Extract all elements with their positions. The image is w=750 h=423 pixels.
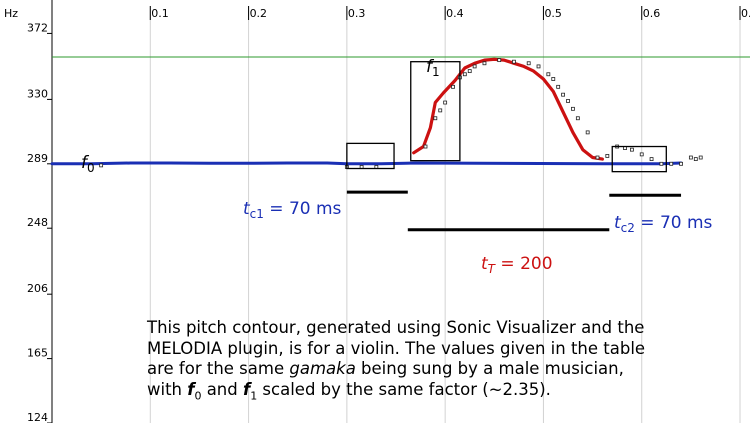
pitch-point [512,59,516,64]
annotation-tT-value: = 200 [495,254,553,274]
y-tick-label: 248 [27,216,48,229]
pitch-point [679,161,683,166]
y-tick-label: 206 [27,282,48,295]
annotation-f1-base: f [426,57,435,77]
pitch-point [433,116,438,121]
annotation-tc1-base: t [243,199,251,219]
annotation-f1-sub: 1 [432,65,440,79]
pitch-point [99,163,104,168]
pitch-point [659,161,664,166]
pitch-point [595,155,600,160]
caption-line-4-d: and [201,379,243,399]
pitch-point [451,84,455,89]
pitch-point [526,61,531,66]
pitch-point [575,116,580,121]
annotation-tc2: tc2 = 70 ms [614,213,713,235]
pitch-point [546,72,551,77]
pitch-point [423,144,428,149]
annotation-box [611,145,667,173]
caption-line-4-e: f [243,379,251,399]
caption-line-4-g: scaled by the same factor (~2.35). [257,379,551,399]
pitch-point [669,161,674,166]
annotation-tc2-value: = 70 ms [635,213,713,233]
caption-line-4-c: 0 [194,388,202,402]
axis-layer: 0.1 0.2 0.3 0.4 0.5 0.6 0.7 372 330 289 248 206 165 1… [27,0,750,423]
series-line-stable [50,161,683,166]
caption-line-3-c: being sung by a male musician, [355,359,624,378]
bracket-layer [346,190,682,232]
pitch-point [551,77,556,81]
caption-line-4-b: f [187,379,195,399]
figure-caption: This pitch contour, generated using Soni… [147,318,707,406]
annotation-f0-sub: 0 [87,161,95,175]
pitch-point [698,155,703,160]
reference-layer [52,56,750,164]
annotation-tc1-value: = 70 ms [264,199,342,219]
annotation-tc1-sub: c1 [250,207,264,221]
pitch-point [561,92,565,97]
x-tick-label: 0.4 [446,7,464,20]
caption-line-3: are for the same gamaka being sung by a … [147,359,707,380]
x-tick-label: 0.3 [348,7,366,20]
annotation-tT-sub: T [488,262,497,276]
caption-line-4-f: 1 [250,388,258,402]
x-tick-label: 0.7 [741,7,750,20]
x-tick-label: 0.1 [151,7,169,20]
pitch-point [693,157,698,161]
pitch-point [497,58,502,63]
y-tick-label: 165 [27,347,48,360]
x-tick-label: 0.2 [250,7,267,20]
pitch-point [472,64,477,69]
grid-layer [149,6,741,423]
annotation-tc1: tc1 = 70 ms [243,199,342,221]
pitch-point [556,84,561,89]
pitch-point [630,147,634,152]
pitch-point [566,99,570,103]
series-layer [50,57,683,166]
x-tick-label: 0.6 [643,7,661,20]
annotation-f0: f0 [81,153,95,175]
pitch-point [467,69,472,74]
pitch-point [649,157,654,161]
pitch-point [536,64,541,69]
y-tick-label: 372 [27,21,48,34]
pitch-point [688,155,693,160]
pitch-point [482,61,487,66]
pitch-point [639,152,644,157]
caption-line-3-b: gamaka [289,359,356,378]
caption-line-4: with f0 and f1 scaled by the same factor… [147,380,707,407]
pitch-point [605,154,610,158]
annotation-f0-base: f [81,153,90,173]
series-line-transition [412,57,604,161]
y-axis-label: Hz [4,7,18,20]
annotation-tc2-sub: c2 [621,221,635,235]
pitch-point [462,72,467,77]
y-tick-label: 330 [27,87,48,100]
pitch-point [438,108,443,113]
annotation-tT: tT = 200 [481,254,553,276]
scatter-layer [99,58,703,169]
annotation-tT-base: t [481,254,489,274]
caption-line-1: This pitch contour, generated using Soni… [147,318,645,337]
annotation-box [410,61,461,162]
caption-line-4-a: with [147,379,188,399]
x-tick-label: 0.5 [544,7,562,20]
pitch-point [585,130,590,135]
caption-line-3-a: are for the same [147,359,290,378]
caption-line-2: MELODIA plugin, is for a violin. The val… [147,338,646,358]
box-layer [346,61,667,173]
pitch-point [571,106,575,111]
annotation-f1: f1 [426,57,440,79]
annotation-box [346,142,395,170]
y-tick-label: 124 [27,411,48,423]
pitch-point [443,100,448,105]
y-tick-label: 289 [27,152,48,165]
annotation-tc2-base: t [614,213,622,233]
